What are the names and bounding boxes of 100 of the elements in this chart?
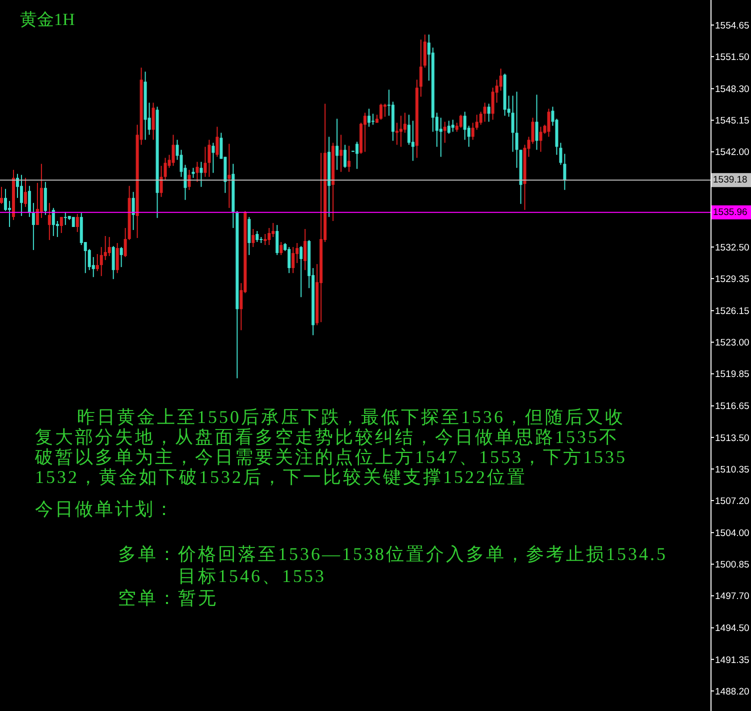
candlestick [340,134,343,172]
candlestick [559,142,562,166]
candlestick [188,169,191,190]
candlestick [152,102,155,140]
candlestick [379,103,382,120]
candlestick [172,134,175,166]
candlestick [164,157,167,180]
candlestick [272,222,275,238]
annotation: 昨日黄金上至1550后承压下跌，最低下探至1536，但随后又收复大部分失地，从盘面看多空走势比较纠结，今日做单思路1535不破暂以多单为主，今日需要关注的点位上方1547、1553，下方1535 1532，黄金如下破1532后，下一比较关键支撑1522位置 [35,407,628,487]
y-tick-label: 1545.15 [715,116,750,127]
candlestick [336,118,339,170]
candlestick [108,236,111,257]
candlestick [60,216,63,234]
candlestick [20,174,23,216]
candlestick [252,228,255,248]
candlestick [535,94,538,150]
y-tick-label: 1510.35 [715,464,750,476]
candlestick [8,200,11,228]
candlestick [403,112,406,134]
candlestick [363,112,366,152]
annotation: 目标1546、1553 [178,566,326,586]
candlestick [487,103,490,122]
candlestick [475,114,478,130]
candlestick [511,95,514,152]
candlestick [515,91,518,168]
candlestick [447,120,450,134]
candlestick [4,188,7,212]
candlestick [288,246,291,274]
y-tick-label: 1523.00 [715,338,750,349]
candlestick [36,182,39,226]
y-tick-label: 1554.65 [715,20,750,32]
ref-line-label: 1535.96 [713,206,748,218]
candlestick [100,246,103,277]
y-tick-label: 1513.50 [715,432,750,444]
candlestick [539,126,542,152]
candlestick [499,68,502,92]
y-tick-label: 1532.50 [715,242,750,254]
candlestick [407,114,410,146]
candlestick [439,117,442,158]
candlestick [292,246,295,274]
candlestick [399,115,402,148]
candlestick [483,102,486,122]
candlestick [395,122,398,146]
candlestick [459,114,462,128]
candlestick [300,246,303,298]
y-tick-label: 1542.00 [715,147,750,158]
candlestick [296,242,299,264]
candlestick [132,191,135,230]
y-tick-label: 1526.15 [715,306,750,318]
text: 黄金1H [20,9,75,31]
candlestick [52,207,55,236]
candlestick [443,121,446,144]
candlestick [371,113,374,126]
y-tick-label: 1507.20 [715,496,750,507]
candlestick [76,213,79,232]
candlestick [96,254,99,272]
candlestick [491,87,494,120]
candlestick [563,153,566,190]
candlestick [200,161,203,188]
candlestick [463,111,466,140]
candlestick [411,120,414,162]
y-tick-label: 1516.65 [715,401,750,412]
candlestick [304,228,307,271]
y-tick-label: 1504.00 [715,528,750,539]
candlestick [208,139,211,178]
candlestick [383,103,386,118]
candlestick [212,142,215,174]
candlestick [48,202,51,241]
candlestick [348,145,351,172]
candlestick [479,111,482,126]
candlestick [256,230,259,243]
annotation: 多单：价格回落至1536—1538位置介入多单，参考止损1534.5 [118,544,668,564]
y-tick-label: 1488.20 [715,686,750,698]
candlestick [280,242,283,256]
candlestick [160,165,163,198]
candlestick [196,161,199,182]
candlestick [264,233,267,246]
candlestick [0,186,3,204]
candlestick [547,108,550,138]
y-tick-label: 1551.50 [715,52,750,63]
y-tick-label: 1497.70 [715,591,750,602]
candlestick [268,227,271,246]
candlestick [104,236,107,261]
candlestick [276,224,279,256]
y-tick-label: 1491.35 [715,654,750,666]
candlestick [367,108,370,128]
ref-line-label: 1539.18 [713,174,748,186]
candlestick [204,146,207,178]
candlestick [419,39,422,98]
candlestick [64,211,67,226]
candlestick [451,119,454,132]
candlestick [120,246,123,268]
y-tick-label: 1494.50 [715,623,750,634]
y-tick-label: 1519.85 [715,369,750,380]
candlestick [216,126,219,158]
y-tick-label: 1529.35 [715,274,750,285]
candlestick [116,242,119,274]
candlestick [124,227,127,258]
candlestick [44,181,47,216]
candlestick [192,167,195,178]
